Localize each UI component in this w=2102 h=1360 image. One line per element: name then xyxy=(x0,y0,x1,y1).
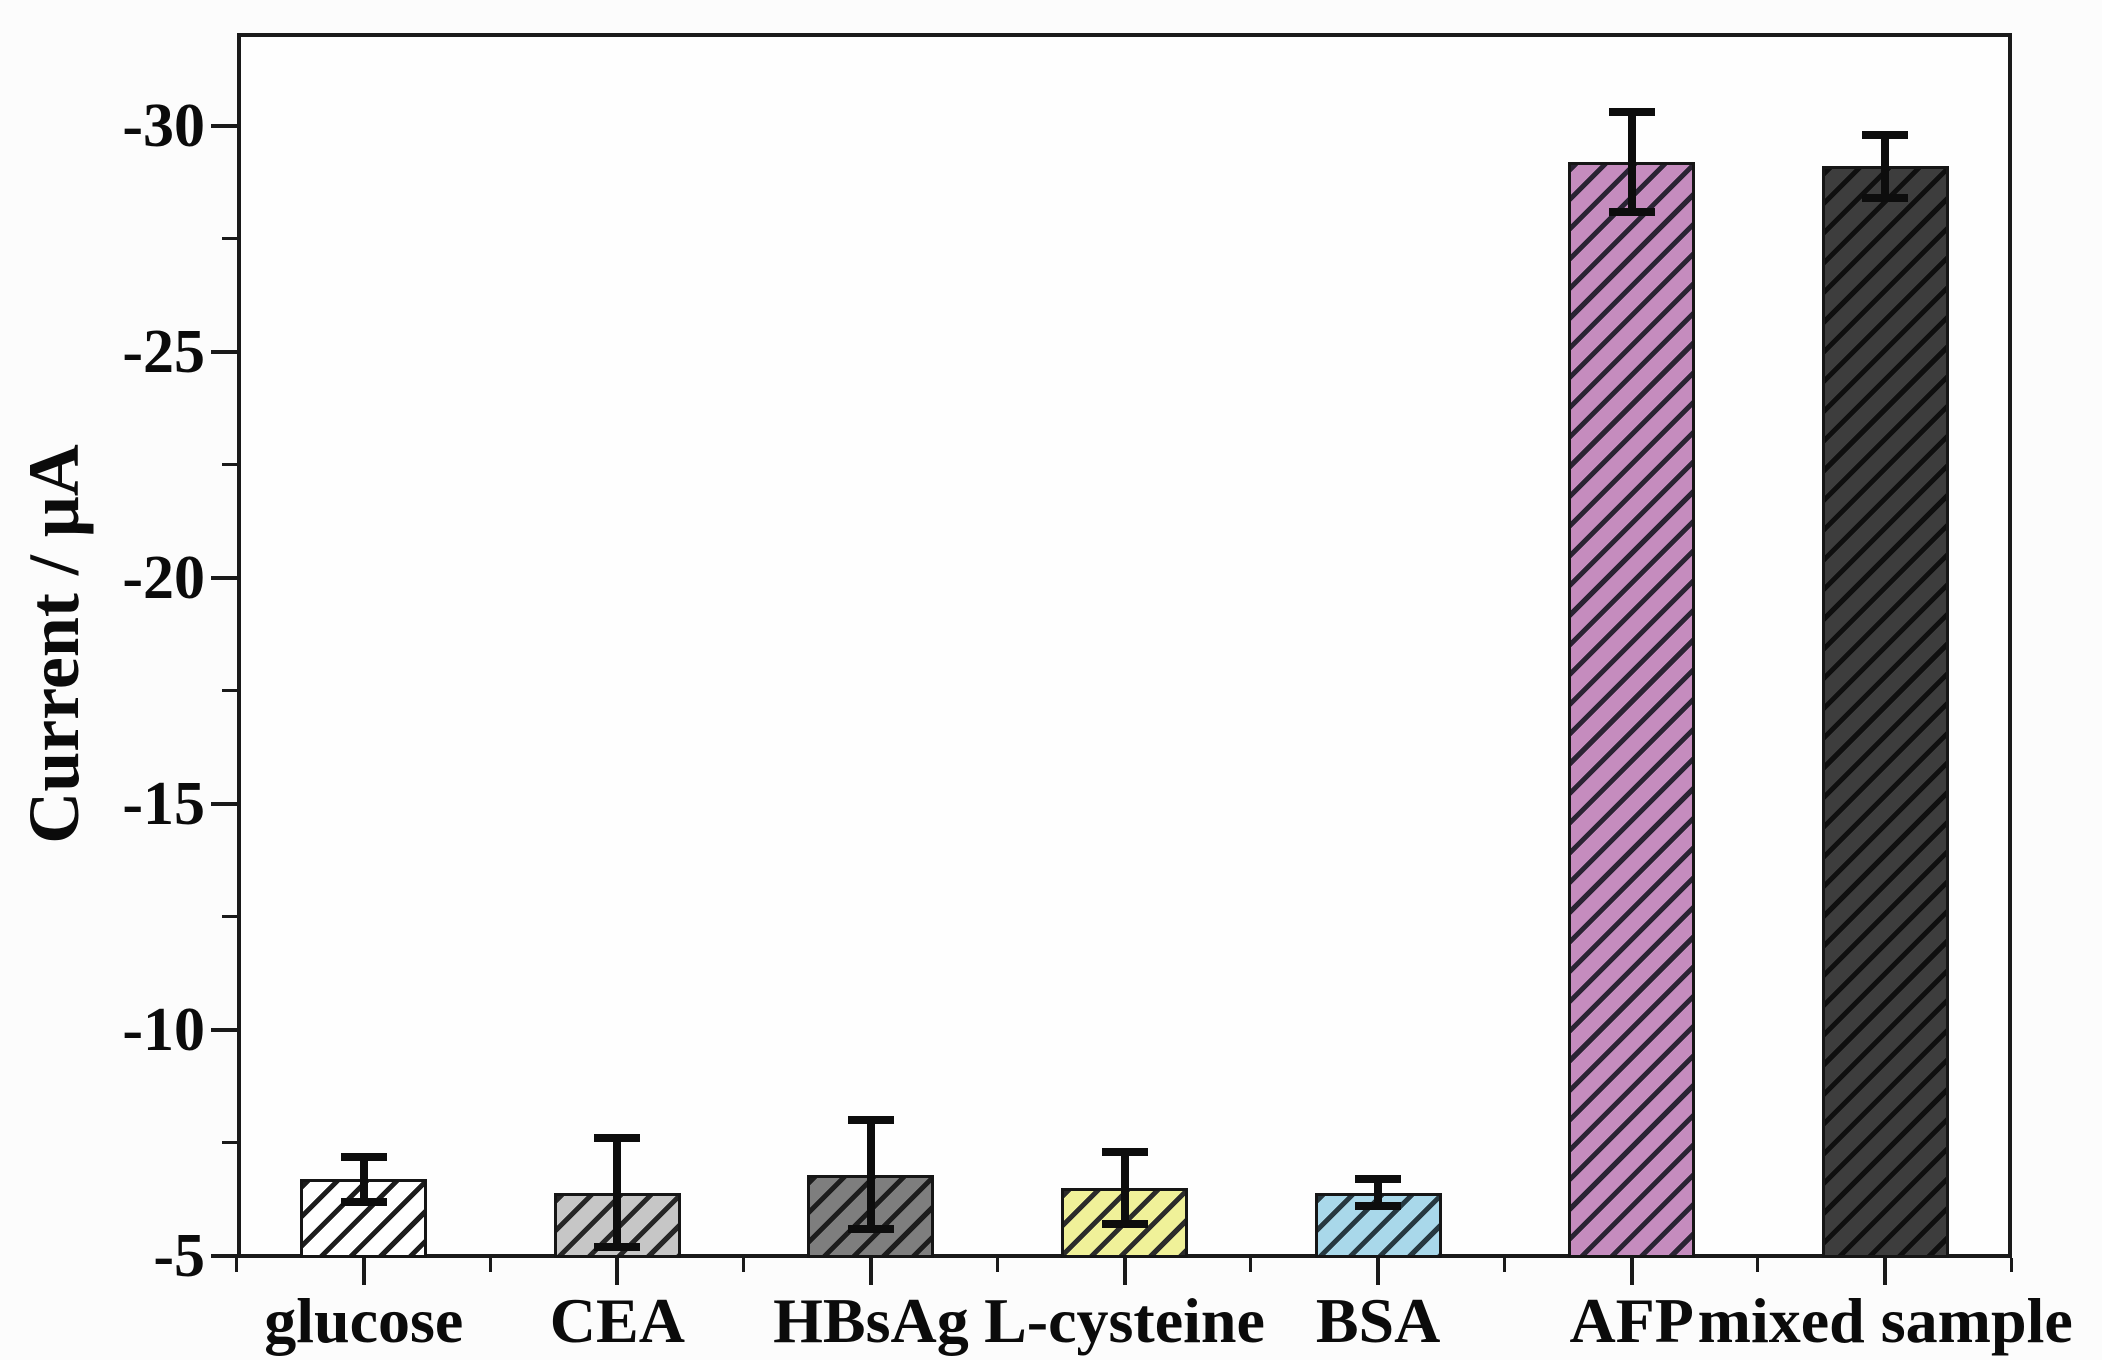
bar-afp xyxy=(1568,161,1696,1258)
x-axis-label-cea: CEA xyxy=(549,1285,685,1356)
x-major-tick xyxy=(1629,1258,1634,1285)
error-bar-cap-bottom-bsa xyxy=(1355,1202,1402,1211)
error-bar-cap-top-cea xyxy=(594,1134,641,1143)
x-minor-tick xyxy=(2010,1258,2013,1272)
y-axis-title: Current / μA xyxy=(14,444,94,844)
x-axis-label-glucose: glucose xyxy=(264,1285,464,1356)
x-major-tick xyxy=(615,1258,620,1285)
x-minor-tick xyxy=(1756,1258,1760,1272)
x-major-tick xyxy=(868,1258,873,1285)
error-bar-cap-bottom-hbsag xyxy=(847,1224,894,1233)
x-major-tick xyxy=(1883,1258,1888,1285)
x-axis-label-mixed-sample: mixed sample xyxy=(1697,1285,2073,1356)
y-minor-tick xyxy=(222,237,237,241)
y-tick-label: -20 xyxy=(122,543,205,612)
error-bar-line-bsa xyxy=(1374,1179,1383,1207)
error-bar-cap-bottom-glucose xyxy=(340,1197,387,1206)
error-bar-line-glucose xyxy=(359,1156,368,1202)
plot-area xyxy=(237,33,2012,1258)
x-major-tick xyxy=(361,1258,366,1285)
error-bar-cap-top-hbsag xyxy=(847,1116,894,1125)
error-bar-cap-top-glucose xyxy=(340,1152,387,1161)
error-bar-cap-top-mixed-sample xyxy=(1862,130,1909,139)
y-major-tick xyxy=(211,349,237,354)
error-bar-line-afp xyxy=(1627,112,1636,212)
bar-glucose xyxy=(300,1179,428,1258)
x-major-tick xyxy=(1122,1258,1127,1285)
x-axis-label-afp: AFP xyxy=(1569,1285,1694,1356)
error-bar-line-mixed-sample xyxy=(1881,134,1890,199)
y-major-tick xyxy=(211,801,237,806)
error-bar-line-hbsag xyxy=(866,1120,875,1229)
error-bar-line-l-cysteine xyxy=(1120,1152,1129,1225)
y-major-tick xyxy=(211,1027,237,1032)
y-major-tick xyxy=(211,575,237,580)
bar-mixed-sample xyxy=(1821,166,1949,1258)
error-bar-cap-bottom-l-cysteine xyxy=(1101,1220,1148,1229)
y-tick-label: -10 xyxy=(122,995,205,1064)
x-minor-tick xyxy=(235,1258,238,1272)
x-axis-label-l-cysteine: L-cysteine xyxy=(984,1285,1265,1356)
y-minor-tick xyxy=(222,689,237,693)
error-bar-cap-top-afp xyxy=(1608,108,1655,117)
y-tick-label: -5 xyxy=(153,1222,205,1290)
y-minor-tick xyxy=(222,915,237,919)
error-bar-cap-bottom-mixed-sample xyxy=(1862,194,1909,203)
x-major-tick xyxy=(1376,1258,1381,1285)
y-minor-tick xyxy=(222,1141,237,1145)
x-axis-label-bsa: BSA xyxy=(1315,1285,1441,1356)
y-tick-label: -30 xyxy=(122,91,205,160)
y-tick-label: -25 xyxy=(122,317,205,386)
error-bar-cap-top-bsa xyxy=(1355,1175,1402,1184)
x-axis-label-hbsag: HBsAg xyxy=(773,1285,969,1356)
error-bar-cap-bottom-cea xyxy=(594,1242,641,1251)
y-tick-label: -15 xyxy=(122,769,205,838)
y-major-tick xyxy=(211,1254,237,1258)
error-bar-line-cea xyxy=(613,1138,622,1247)
x-minor-tick xyxy=(995,1258,999,1272)
x-minor-tick xyxy=(488,1258,492,1272)
error-bar-cap-top-l-cysteine xyxy=(1101,1148,1148,1156)
x-minor-tick xyxy=(1502,1258,1506,1272)
y-major-tick xyxy=(211,123,237,128)
x-minor-tick xyxy=(742,1258,746,1272)
y-minor-tick xyxy=(222,463,237,467)
x-minor-tick xyxy=(1249,1258,1253,1272)
error-bar-cap-bottom-afp xyxy=(1608,207,1655,216)
